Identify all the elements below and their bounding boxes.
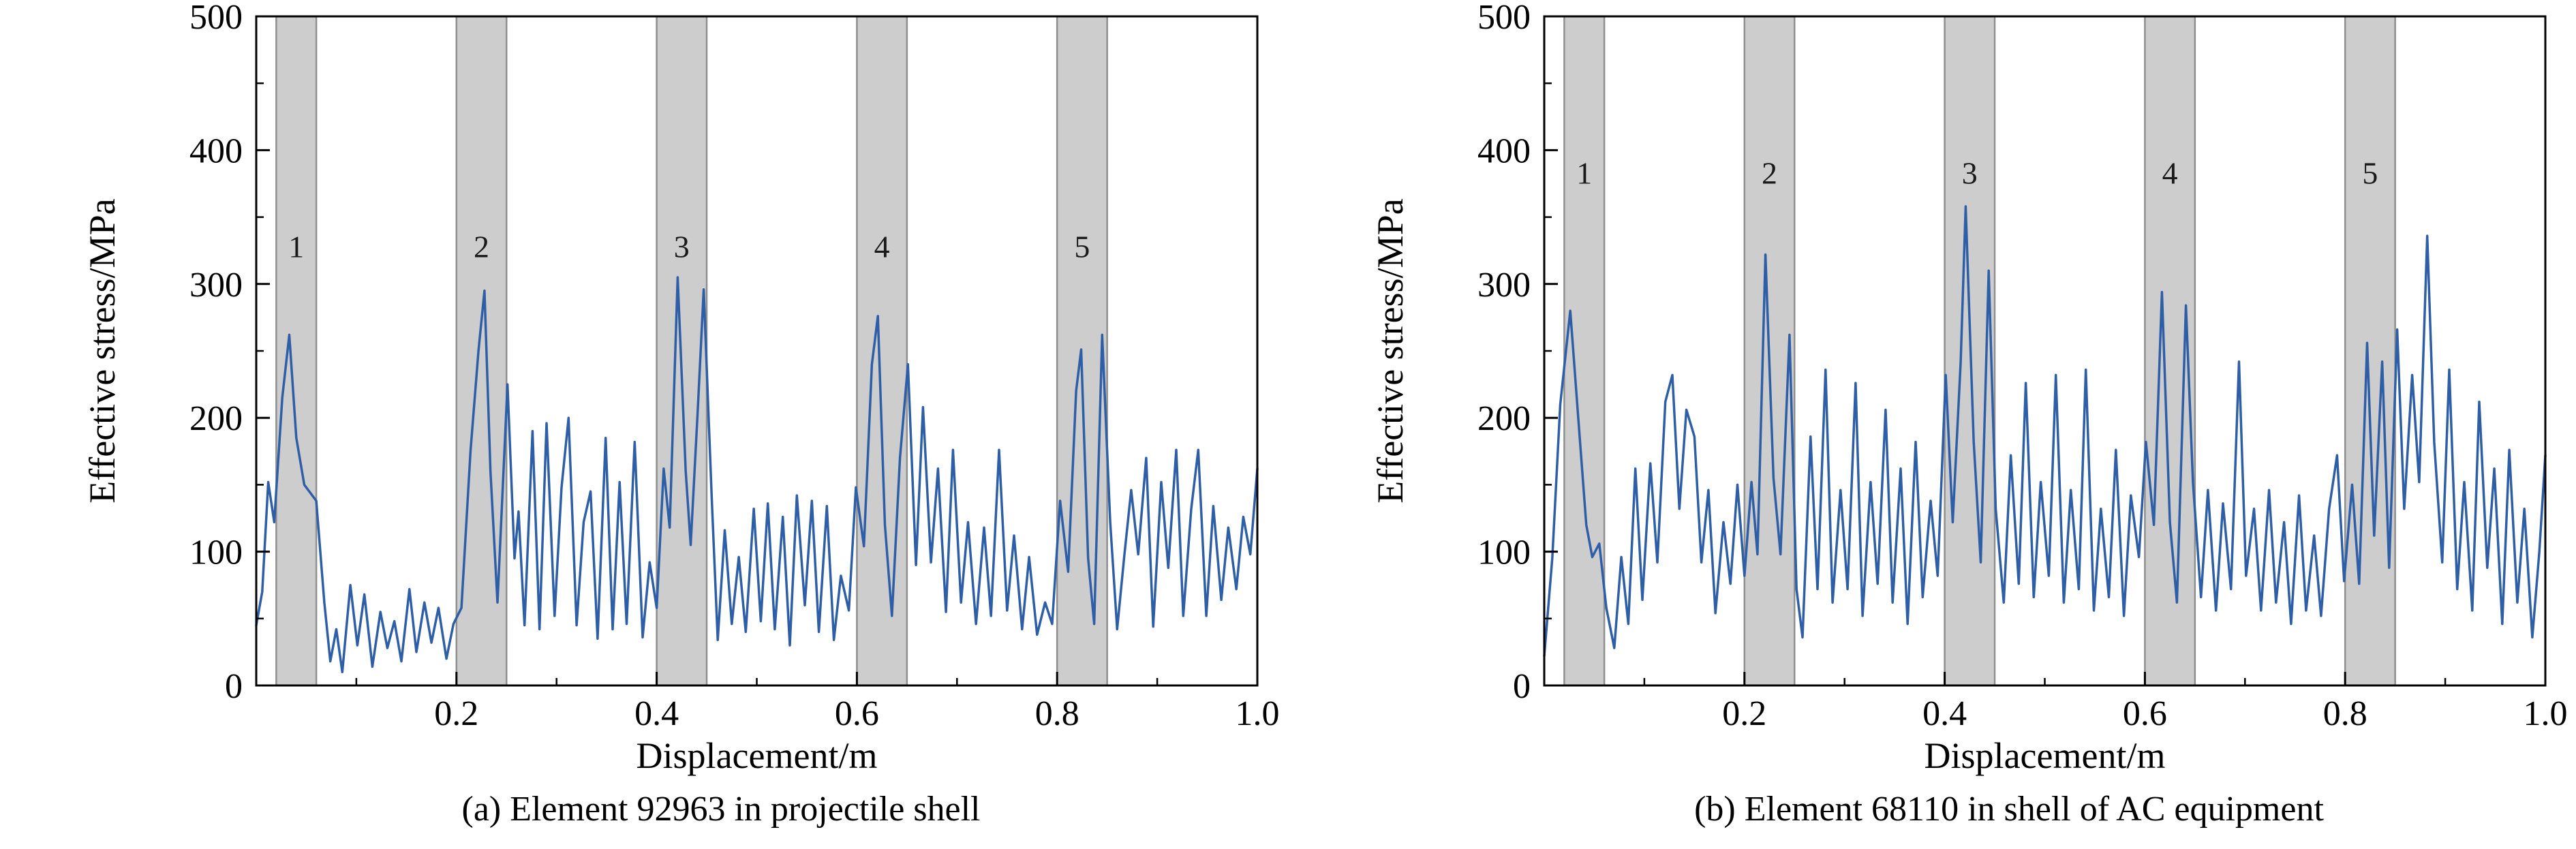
x-tick-label: 0.2: [1722, 694, 1766, 733]
y-tick-label: 400: [1477, 132, 1531, 170]
chart-b-panel: Effective stress/MPa 1 2 3 4 5 0.2 0.4 0.6 0.8 1.…: [1288, 0, 2576, 849]
band-label: 2: [1762, 156, 1777, 191]
band-label: 1: [288, 230, 304, 264]
chart-b-caption: (b) Element 68110 in shell of AC equipme…: [1694, 790, 2324, 829]
y-tick-label: 200: [189, 399, 243, 438]
x-tick-label: 0.2: [434, 694, 478, 733]
y-tick-label: 500: [189, 0, 243, 37]
stress-line: [1543, 205, 2547, 658]
y-tick-label: 100: [189, 534, 243, 572]
chart-a-canvas: 1 2 3 4 5 0.2 0.4 0.6 0.8 1.0 0 100 200 300 400 500: [189, 0, 1280, 733]
x-tick-label: 0.8: [2323, 694, 2367, 733]
band-label: 5: [2362, 156, 2378, 191]
chart-a-caption: (a) Element 92963 in projectile shell: [461, 790, 981, 829]
x-tick-label: 0.6: [835, 694, 879, 733]
y-tick-label: 0: [225, 667, 243, 706]
y-tick-label: 300: [1477, 266, 1531, 305]
shaded-band: [1564, 16, 1605, 685]
y-tick-label: 500: [1477, 0, 1531, 37]
band-label: 4: [874, 230, 890, 264]
stress-line: [255, 276, 1259, 674]
x-tick-label: 1.0: [2524, 694, 2568, 733]
shaded-band: [276, 16, 317, 685]
shaded-band: [2345, 16, 2395, 685]
shaded-band: [857, 16, 907, 685]
band-label: 2: [474, 230, 489, 264]
band-label: 1: [1576, 156, 1592, 191]
y-tick-label: 200: [1477, 399, 1531, 438]
x-tick-label: 0.4: [634, 694, 679, 733]
x-tick-label: 0.8: [1035, 694, 1079, 733]
y-tick-label: 400: [189, 132, 243, 170]
y-tick-label: 300: [189, 266, 243, 305]
band-label: 3: [674, 230, 690, 264]
band-label: 5: [1074, 230, 1090, 264]
x-tick-label: 0.4: [1922, 694, 1967, 733]
x-tick-label: 1.0: [1236, 694, 1280, 733]
y-tick-label: 100: [1477, 534, 1531, 572]
band-label: 3: [1962, 156, 1978, 191]
band-label: 4: [2162, 156, 2178, 191]
x-tick-label: 0.6: [2123, 694, 2167, 733]
chart-b-x-axis-label: Displacement/m: [1924, 735, 2166, 776]
y-tick-label: 0: [1513, 667, 1531, 706]
chart-b-canvas: 1 2 3 4 5 0.2 0.4 0.6 0.8 1.0 0 100 200 300 400 500: [1477, 0, 2568, 733]
chart-a-panel: Effective stress/MPa 1 2 3 4 5 0.2 0.4 0.6 0.8 1.…: [82, 0, 1280, 829]
chart-a-x-axis-label: Displacement/m: [636, 735, 878, 776]
